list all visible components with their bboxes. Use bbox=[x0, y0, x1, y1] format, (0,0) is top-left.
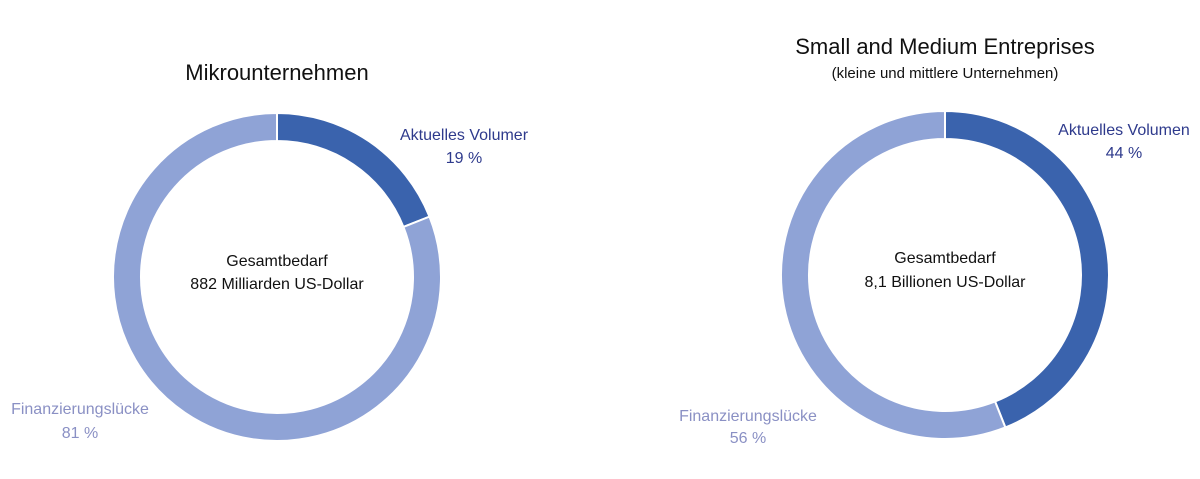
donut-slice-current bbox=[944, 109, 1110, 429]
chart-sme: Small and Medium Entreprises (kleine und… bbox=[679, 34, 1190, 447]
center-label-line1: Gesamtbedarf bbox=[226, 253, 328, 270]
donut-0 bbox=[112, 111, 442, 442]
slice-label-gap: Finanzierungslücke bbox=[11, 401, 149, 418]
slice-value-gap: 56 % bbox=[730, 430, 766, 447]
slice-value-current: 19 % bbox=[446, 150, 482, 167]
chart-mikrounternehmen: Mikrounternehmen Gesamtbedarf 882 Millia… bbox=[11, 60, 529, 442]
slice-value-current: 44 % bbox=[1106, 145, 1142, 162]
chart-title: Small and Medium Entreprises bbox=[795, 34, 1095, 59]
donut-slice-gap bbox=[780, 109, 1007, 440]
center-label-line2: 8,1 Billionen US-Dollar bbox=[865, 274, 1027, 291]
slice-label-gap: Finanzierungslücke bbox=[679, 408, 817, 425]
donut-1 bbox=[780, 109, 1110, 440]
slice-label-current: Aktuelles Volumer bbox=[400, 127, 529, 144]
center-label-line1: Gesamtbedarf bbox=[894, 250, 996, 267]
center-label-line2: 882 Milliarden US-Dollar bbox=[190, 276, 364, 293]
slice-value-gap: 81 % bbox=[62, 425, 98, 442]
donut-slice-gap bbox=[112, 111, 442, 442]
chart-subtitle: (kleine und mittlere Unternehmen) bbox=[832, 65, 1059, 82]
slice-label-current: Aktuelles Volumen bbox=[1058, 122, 1190, 139]
chart-title: Mikrounternehmen bbox=[185, 60, 368, 85]
